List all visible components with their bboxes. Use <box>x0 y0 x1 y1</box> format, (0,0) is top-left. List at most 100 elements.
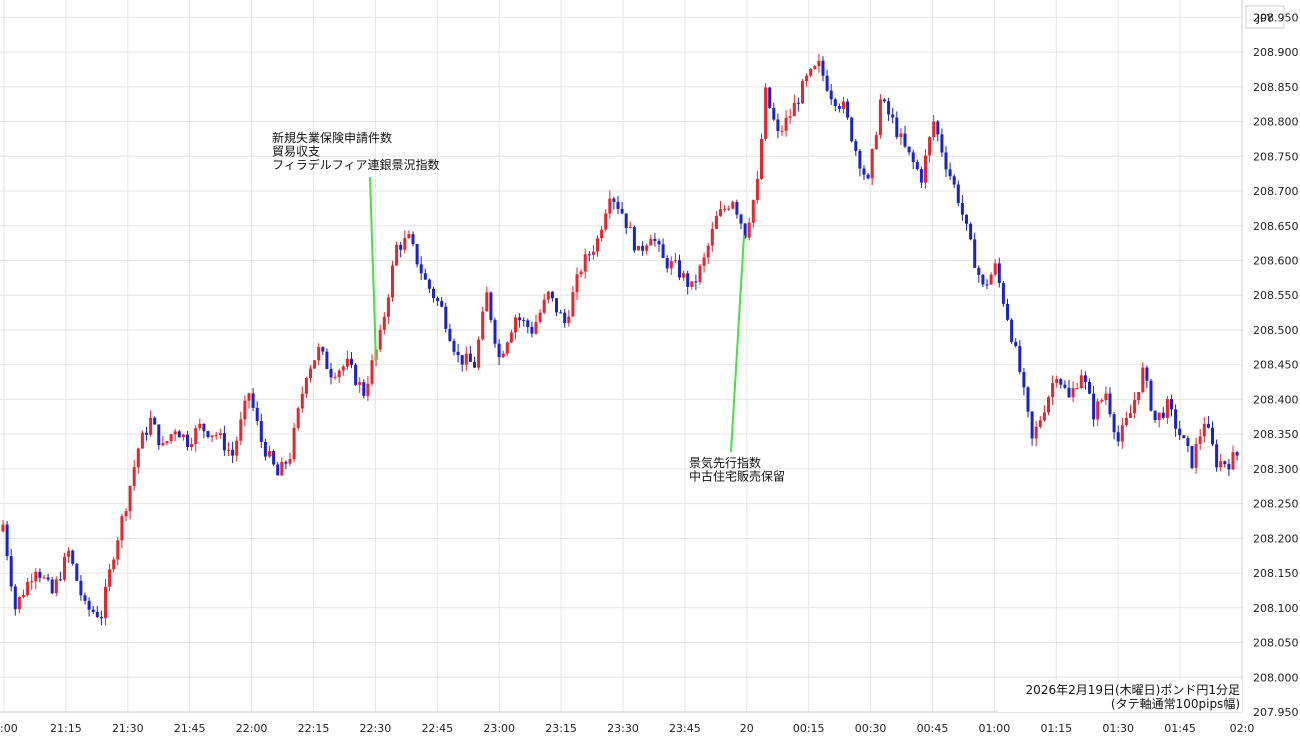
candle-body <box>911 152 915 163</box>
candle-body <box>382 316 386 330</box>
candle-body <box>464 353 468 365</box>
candle-body <box>1161 412 1165 418</box>
candle-body <box>407 234 411 239</box>
candle-body <box>79 580 83 596</box>
candle-body <box>632 227 636 251</box>
candle-body <box>768 87 772 108</box>
candle-body <box>1186 438 1190 446</box>
candle-body <box>772 107 776 120</box>
candle-body <box>706 245 710 258</box>
candle-body <box>1071 388 1075 398</box>
candle-body <box>1211 427 1214 445</box>
candle-body <box>751 200 755 223</box>
candle-body <box>165 441 169 443</box>
candle-body <box>928 137 932 156</box>
candle-body <box>448 328 452 342</box>
candle-body <box>973 239 977 268</box>
x-tick-label: 22:15 <box>298 722 330 735</box>
candle-body <box>177 431 181 438</box>
candle-body <box>411 234 415 245</box>
candle-body <box>46 577 50 580</box>
candle-body <box>128 485 132 512</box>
candle-body <box>1051 383 1055 398</box>
candle-body <box>1194 443 1198 468</box>
candle-body <box>136 448 140 468</box>
candle-body <box>641 245 645 251</box>
candle-body <box>83 595 87 601</box>
candle-body <box>75 563 79 581</box>
candle-body <box>58 579 62 581</box>
candle-body <box>440 301 444 307</box>
candle-body <box>600 229 604 239</box>
x-tick-label: 01:30 <box>1102 722 1134 735</box>
candle-body <box>735 201 739 215</box>
candle-body <box>255 407 259 422</box>
candle-body <box>227 449 230 451</box>
candle-body <box>809 68 813 76</box>
candle-body <box>284 461 288 464</box>
candle-body <box>796 102 800 104</box>
candle-body <box>194 428 198 444</box>
candle-body <box>743 223 747 238</box>
candle-body <box>132 467 136 486</box>
candle-body <box>821 60 825 76</box>
candle-body <box>587 254 591 256</box>
candle-body <box>1055 379 1059 384</box>
grid <box>0 0 1243 713</box>
candle-body <box>63 556 66 580</box>
candle-body <box>538 312 542 322</box>
candle-body <box>419 264 423 274</box>
candle-body <box>985 284 989 286</box>
candle-body <box>263 441 267 457</box>
candle-body <box>555 298 558 313</box>
candle-body <box>9 556 13 587</box>
candle-body <box>649 238 653 246</box>
candle-body <box>1157 412 1161 421</box>
candle-body <box>837 106 841 109</box>
candle-body <box>169 434 173 442</box>
candle-body <box>108 569 112 587</box>
candle-body <box>13 586 17 610</box>
annotation-text: 貿易収支 <box>272 145 320 159</box>
candle-body <box>661 244 665 258</box>
candle-body <box>370 360 374 384</box>
y-tick-label: 208.650 <box>1253 220 1299 233</box>
candle-body <box>468 353 472 362</box>
candle-body <box>341 366 345 371</box>
x-tick-label: 00:30 <box>855 722 887 735</box>
candle-body <box>337 370 341 378</box>
candle-body <box>345 358 349 367</box>
candle-body <box>1174 409 1178 429</box>
candle-body <box>1010 319 1014 342</box>
candle-body <box>30 581 34 583</box>
candle-body <box>833 99 837 107</box>
candle-body <box>391 265 394 298</box>
candle-body <box>637 245 640 251</box>
candle-body <box>817 60 821 67</box>
candle-body <box>489 292 493 320</box>
candle-body <box>206 431 210 438</box>
candle-body <box>481 311 485 340</box>
candle-body <box>546 291 550 300</box>
candle-body <box>895 117 899 137</box>
candle-body <box>919 169 923 183</box>
x-tick-label: 21:15 <box>50 722 82 735</box>
candle-body <box>1038 420 1042 427</box>
candle-body <box>1202 423 1206 437</box>
candle-body <box>952 176 956 185</box>
candle-body <box>477 339 481 368</box>
candle-body <box>67 550 71 557</box>
y-tick-label: 208.300 <box>1253 463 1299 476</box>
y-tick-label: 208.950 <box>1253 11 1299 24</box>
candle-body <box>653 238 657 241</box>
candle-body <box>1137 392 1141 401</box>
candle-body <box>181 434 185 438</box>
candle-body <box>366 383 370 396</box>
candle-body <box>42 577 46 579</box>
candle-body <box>534 321 538 334</box>
candle-body <box>903 133 907 147</box>
x-tick-label: 23:30 <box>607 722 639 735</box>
candle-body <box>317 347 321 361</box>
y-tick-label: 208.350 <box>1253 428 1299 441</box>
candle-body <box>747 222 751 238</box>
